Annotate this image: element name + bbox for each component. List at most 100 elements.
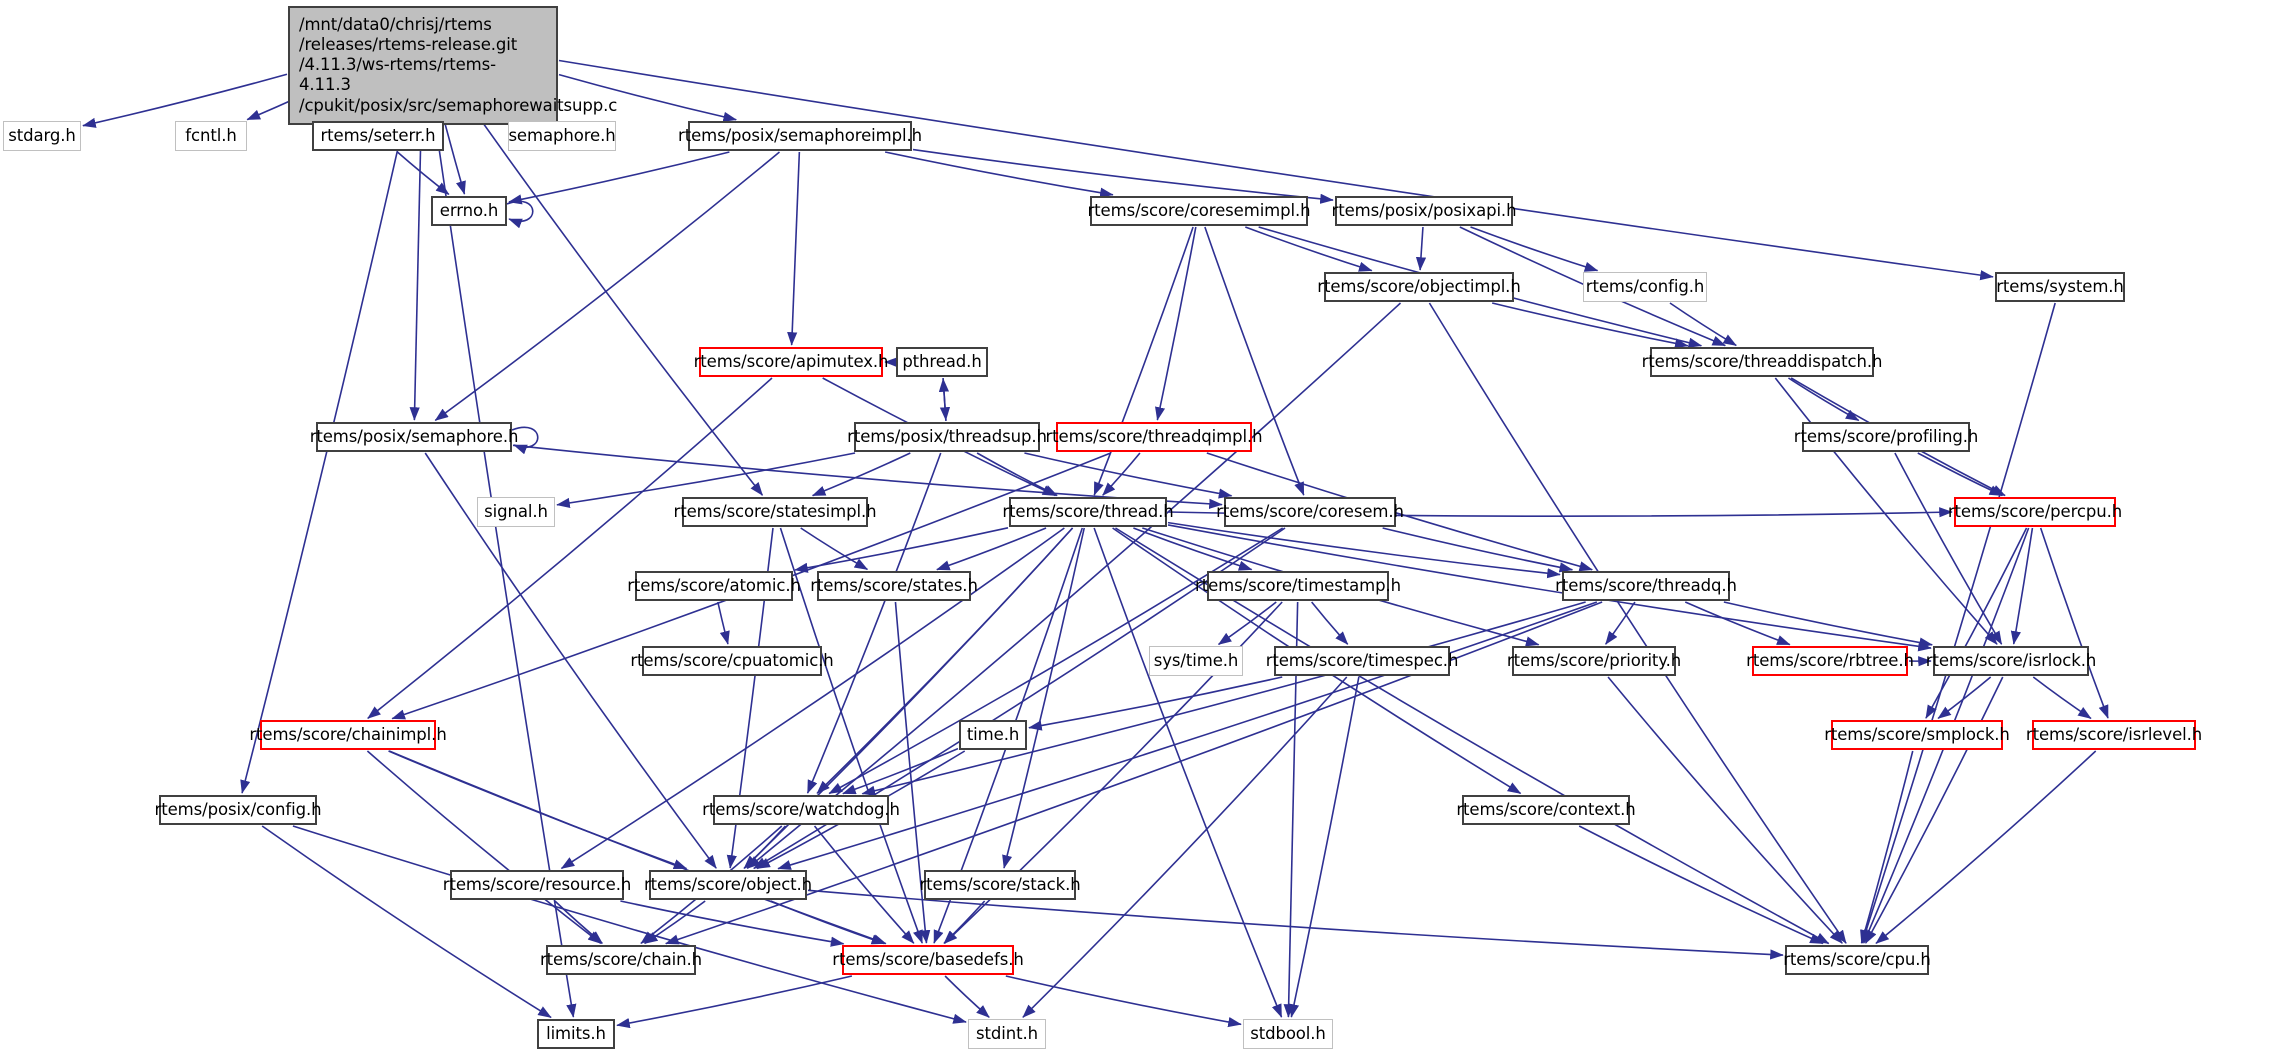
edge-coresemimpl-to-objectimpl xyxy=(1245,226,1373,272)
edge-resource-to-chain xyxy=(554,900,603,944)
node-threadsup[interactable]: rtems/posix/threadsup.h xyxy=(847,422,1047,452)
node-timespec[interactable]: rtems/score/timespec.h xyxy=(1266,646,1458,676)
node-signal[interactable]: signal.h xyxy=(477,497,555,527)
edge-watchdog-to-object xyxy=(743,825,787,869)
node-watchdog[interactable]: rtems/score/watchdog.h xyxy=(702,795,900,825)
edge-posixsemaphore-to-coresem xyxy=(512,444,1223,509)
node-rbtree[interactable]: rtems/score/rbtree.h xyxy=(1746,646,1914,676)
node-resource[interactable]: rtems/score/resource.h xyxy=(443,870,631,900)
node-posixapi[interactable]: rtems/posix/posixapi.h xyxy=(1332,196,1517,226)
edge-semaphoreimpl-to-coresemimpl xyxy=(884,151,1114,198)
node-objectimpl[interactable]: rtems/score/objectimpl.h xyxy=(1317,272,1521,302)
node-semaphoreimpl[interactable]: rtems/posix/semaphoreimpl.h xyxy=(678,121,922,151)
node-systime[interactable]: sys/time.h xyxy=(1149,646,1243,676)
node-isrlevel[interactable]: rtems/score/isrlevel.h xyxy=(2026,720,2202,750)
node-time[interactable]: time.h xyxy=(959,720,1027,750)
edge-timespec-to-stdint xyxy=(1022,676,1348,1018)
node-chain[interactable]: rtems/score/chain.h xyxy=(540,945,702,975)
node-system[interactable]: rtems/system.h xyxy=(1995,272,2125,302)
node-chainimpl[interactable]: rtems/score/chainimpl.h xyxy=(249,720,447,750)
edge-coresem-to-threadq xyxy=(1382,527,1574,573)
edge-watchdog-to-basedefs xyxy=(813,825,915,944)
node-profiling[interactable]: rtems/score/profiling.h xyxy=(1794,422,1978,452)
node-seterr[interactable]: rtems/seterr.h xyxy=(312,121,444,151)
node-smplock[interactable]: rtems/score/smplock.h xyxy=(1824,720,2010,750)
edge-profiling-to-percpu xyxy=(1917,452,2004,497)
edge-statesimpl-to-states xyxy=(800,527,869,571)
node-coresemimpl[interactable]: rtems/score/coresemimpl.h xyxy=(1088,196,1311,226)
edge-posixconfig-to-limits xyxy=(261,825,552,1019)
edge-threadq-to-object xyxy=(777,601,1598,870)
node-stack[interactable]: rtems/score/stack.h xyxy=(919,870,1081,900)
node-basedefs[interactable]: rtems/score/basedefs.h xyxy=(832,945,1024,975)
edge-seterr-to-errno xyxy=(396,151,450,195)
edge-thread-to-stdbool xyxy=(1093,527,1283,1018)
edge-object-to-chain xyxy=(643,900,706,945)
node-percpu[interactable]: rtems/score/percpu.h xyxy=(1948,497,2122,527)
node-apimutex[interactable]: rtems/score/apimutex.h xyxy=(694,347,889,377)
edge-semaphoreimpl-to-errno xyxy=(508,151,730,205)
edge-thread-to-threadq xyxy=(1167,521,1561,579)
edge-percpu-to-smplock xyxy=(1925,527,2028,719)
edge-system-to-cpu xyxy=(1861,302,2056,944)
node-coresem[interactable]: rtems/score/coresem.h xyxy=(1216,497,1404,527)
edge-chainimpl-to-object xyxy=(388,750,688,870)
edge-posixapi-to-objectimpl xyxy=(1415,226,1427,271)
edge-semaphoreimpl-to-posixapi xyxy=(912,148,1334,204)
edge-basedefs-to-stdbool xyxy=(1005,975,1242,1028)
node-config[interactable]: rtems/config.h xyxy=(1583,272,1707,302)
node-statesimpl[interactable]: rtems/score/statesimpl.h xyxy=(674,497,877,527)
edge-profiling-to-isrlock xyxy=(1894,452,2003,645)
edge-threadsup-to-pthread xyxy=(938,378,950,422)
edge-root-to-stdarg xyxy=(82,73,288,128)
node-semaphore[interactable]: semaphore.h xyxy=(508,121,616,151)
edge-percpu-to-isrlock xyxy=(2010,527,2034,645)
edge-isrlock-to-isrlevel xyxy=(2032,676,2092,720)
node-cpu[interactable]: rtems/score/cpu.h xyxy=(1783,945,1931,975)
node-stdint[interactable]: stdint.h xyxy=(968,1019,1046,1049)
node-thread[interactable]: rtems/score/thread.h xyxy=(1002,497,1174,527)
node-states[interactable]: rtems/score/states.h xyxy=(810,571,978,601)
node-stdbool[interactable]: stdbool.h xyxy=(1243,1019,1333,1049)
edge-chainimpl-to-chain xyxy=(366,750,602,944)
edge-threadsup-to-thread xyxy=(976,452,1058,497)
node-timestamp[interactable]: rtems/score/timestamp.h xyxy=(1195,571,1401,601)
node-priority[interactable]: rtems/score/priority.h xyxy=(1507,646,1681,676)
edge-threaddispatch-to-profiling xyxy=(1788,377,1860,422)
edge-posixconfig-to-stdint xyxy=(292,825,967,1024)
node-threadqimpl[interactable]: rtems/score/threadqimpl.h xyxy=(1046,422,1263,452)
edge-atomic-to-cpuatomic xyxy=(717,601,730,645)
node-isrlock[interactable]: rtems/score/isrlock.h xyxy=(1926,646,2096,676)
edge-resource-to-basedefs xyxy=(620,900,845,947)
node-cpuatomic[interactable]: rtems/score/cpuatomic.h xyxy=(630,646,834,676)
node-threadq[interactable]: rtems/score/threadq.h xyxy=(1555,571,1737,601)
node-threaddispatch[interactable]: rtems/score/threaddispatch.h xyxy=(1642,347,1882,377)
node-stdarg[interactable]: stdarg.h xyxy=(3,121,81,151)
node-limits[interactable]: limits.h xyxy=(537,1019,615,1049)
edge-semaphoreimpl-to-apimutex xyxy=(787,151,801,346)
node-fcntl[interactable]: fcntl.h xyxy=(175,121,247,151)
node-object[interactable]: rtems/score/object.h xyxy=(644,870,812,900)
edge-threadq-to-priority xyxy=(1605,601,1636,645)
node-context[interactable]: rtems/score/context.h xyxy=(1456,795,1636,825)
edge-semaphoreimpl-to-posixsemaphore xyxy=(434,151,780,422)
edge-coresemimpl-to-thread xyxy=(1093,226,1194,496)
edge-stack-to-basedefs xyxy=(943,900,986,944)
node-posixconfig[interactable]: rtems/posix/config.h xyxy=(155,795,322,825)
edge-thread-to-timestamp xyxy=(1133,527,1253,571)
edge-percpu-to-isrlevel xyxy=(2039,527,2109,719)
edge-isrlock-to-smplock xyxy=(1937,676,1992,720)
node-posixsemaphore[interactable]: rtems/posix/semaphore.h xyxy=(310,422,518,452)
node-pthread[interactable]: pthread.h xyxy=(896,347,988,377)
edge-object-to-basedefs xyxy=(770,900,886,945)
node-atomic[interactable]: rtems/score/atomic.h xyxy=(627,571,801,601)
edge-config-to-threaddispatch xyxy=(1669,302,1737,347)
edge-basedefs-to-stdint xyxy=(944,975,990,1018)
edge-threadsup-to-coresem xyxy=(1024,452,1233,499)
node-errno[interactable]: errno.h xyxy=(431,196,507,226)
edge-timespec-to-time xyxy=(1028,676,1283,731)
edge-context-to-cpu xyxy=(1578,825,1824,945)
edge-coresemimpl-to-coresem xyxy=(1204,226,1305,496)
edge-threadqimpl-to-thread xyxy=(1102,452,1141,496)
